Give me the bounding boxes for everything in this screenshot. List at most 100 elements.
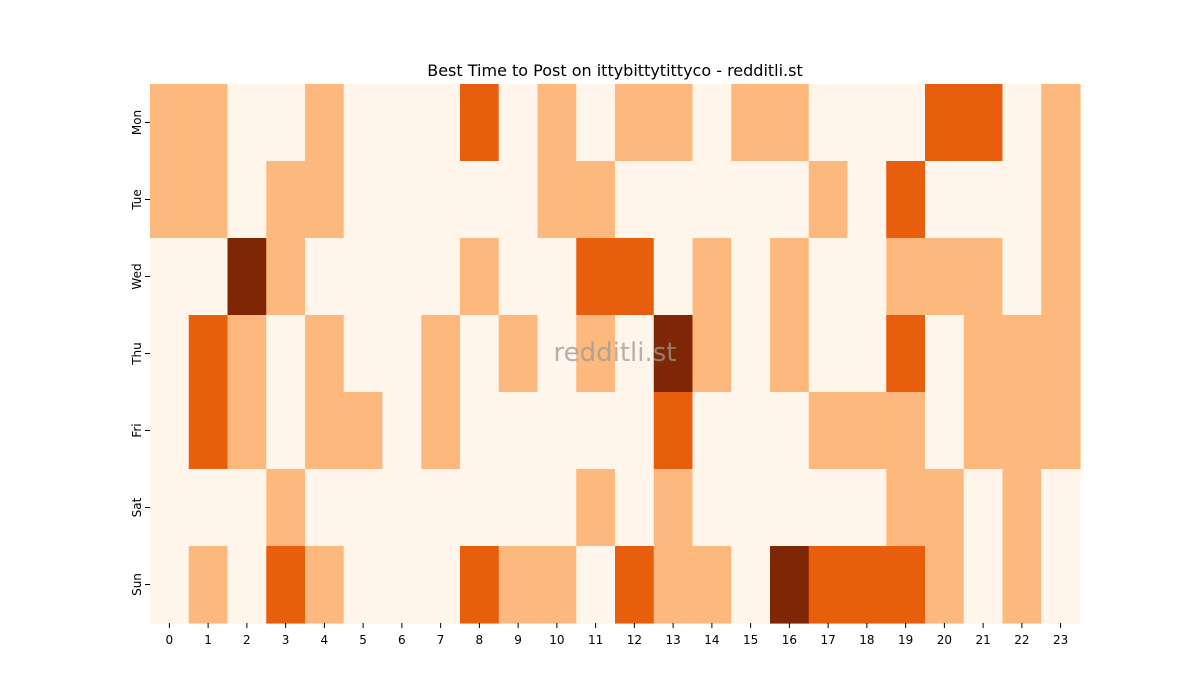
x-tick-label: 4 [321,633,329,647]
x-tick-label: 21 [975,633,990,647]
heatmap-cell-wed-14 [692,238,732,316]
x-tick-label: 1 [204,633,212,647]
heatmap-cell-sun-4 [305,546,345,624]
heatmap-cell-thu-0 [150,315,190,393]
heatmap-cell-wed-10 [537,238,577,316]
heatmap-cell-thu-6 [382,315,422,393]
x-tick-label: 2 [243,633,251,647]
heatmap-cell-wed-7 [421,238,461,316]
x-axis: 0 1 2 3 4 5 6 7 8 9 10 11 12 13 14 15 16 17 18 19 20 21 22 23 [166,623,1068,647]
heatmap-cell-wed-16 [770,238,810,316]
heatmap-cell-sun-2 [227,546,267,624]
heatmap-cell-sun-3 [266,546,306,624]
heatmap-cell-sat-19 [886,469,926,547]
heatmap-cell-mon-23 [1041,84,1081,162]
x-tick-label: 3 [282,633,290,647]
heatmap-cell-wed-11 [576,238,616,316]
x-tick-label: 22 [1014,633,1029,647]
heatmap-cell-wed-20 [925,238,965,316]
heatmap-cell-wed-6 [382,238,422,316]
heatmap-cell-sun-7 [421,546,461,624]
heatmap-cell-tue-16 [770,161,810,239]
heatmap-cell-thu-1 [188,315,229,393]
heatmap-cell-sun-11 [576,546,616,624]
heatmap-cell-tue-1 [188,161,229,239]
heatmap-cell-sun-21 [963,546,1004,624]
heatmap-cell-sun-19 [886,546,926,624]
heatmap-cell-sun-23 [1041,546,1081,624]
x-tick-label: 12 [627,633,642,647]
heatmap-cell-sun-17 [808,546,849,624]
heatmap-cell-tue-21 [963,161,1004,239]
heatmap-cell-tue-12 [615,161,655,239]
heatmap-cell-tue-3 [266,161,306,239]
heatmap-cell-mon-22 [1002,84,1042,162]
y-axis: Mon Tue Wed Thu Fri Sat Sun [130,110,150,596]
y-tick-label: Wed [130,263,144,289]
heatmap-cell-tue-9 [498,161,539,239]
heatmap-cell-sat-18 [847,469,887,547]
x-tick-label: 7 [437,633,445,647]
heatmap-cell-tue-17 [808,161,849,239]
x-tick-label: 11 [588,633,603,647]
heatmap-cell-sat-7 [421,469,461,547]
heatmap-cell-mon-19 [886,84,926,162]
heatmap-cell-fri-18 [847,392,887,470]
heatmap-cell-sun-15 [731,546,771,624]
y-tick-label: Sun [130,573,144,596]
heatmap-cell-fri-13 [653,392,694,470]
heatmap-cell-tue-14 [692,161,732,239]
heatmap-cell-wed-12 [615,238,655,316]
heatmap-cell-mon-13 [653,84,694,162]
heatmap-cell-mon-0 [150,84,190,162]
y-tick-label: Mon [130,110,144,135]
heatmap-cell-sun-16 [770,546,810,624]
heatmap-cell-sat-0 [150,469,190,547]
heatmap-cell-sat-23 [1041,469,1081,547]
heatmap-cell-sat-22 [1002,469,1042,547]
heatmap-cell-tue-18 [847,161,887,239]
heatmap-cell-sun-0 [150,546,190,624]
heatmap-cell-fri-20 [925,392,965,470]
heatmap-cell-sat-5 [343,469,384,547]
heatmap-cell-wed-4 [305,238,345,316]
heatmap-cell-sun-8 [460,546,500,624]
heatmap-cell-thu-14 [692,315,732,393]
heatmap-cell-sun-22 [1002,546,1042,624]
heatmap-cell-fri-15 [731,392,771,470]
heatmap-cell-fri-8 [460,392,500,470]
heatmap-cell-wed-0 [150,238,190,316]
heatmap-cell-fri-0 [150,392,190,470]
heatmap-cell-wed-23 [1041,238,1081,316]
heatmap-cell-sat-10 [537,469,577,547]
heatmap-cell-sat-4 [305,469,345,547]
heatmap-cell-sat-14 [692,469,732,547]
heatmap-cell-sun-13 [653,546,694,624]
x-tick-label: 19 [898,633,913,647]
x-tick-label: 14 [704,633,719,647]
heatmap-cell-thu-4 [305,315,345,393]
heatmap-cell-tue-19 [886,161,926,239]
heatmap-cell-thu-19 [886,315,926,393]
heatmap-cell-tue-7 [421,161,461,239]
heatmap-cell-thu-11 [576,315,616,393]
x-tick-label: 15 [743,633,758,647]
x-tick-label: 9 [514,633,522,647]
heatmap-cell-mon-1 [188,84,229,162]
heatmap-cell-wed-9 [498,238,539,316]
heatmap-cell-fri-2 [227,392,267,470]
x-tick-label: 0 [166,633,174,647]
heatmap-cell-fri-22 [1002,392,1042,470]
heatmap-cell-fri-4 [305,392,345,470]
heatmap-cell-fri-12 [615,392,655,470]
heatmap-cell-mon-5 [343,84,384,162]
heatmap-cell-mon-3 [266,84,306,162]
heatmap-cell-sat-17 [808,469,849,547]
x-tick-label: 18 [859,633,874,647]
heatmap-cell-sat-21 [963,469,1004,547]
heatmap-cell-mon-15 [731,84,771,162]
heatmap-cell-mon-12 [615,84,655,162]
heatmap-cell-wed-3 [266,238,306,316]
heatmap-cell-sun-12 [615,546,655,624]
